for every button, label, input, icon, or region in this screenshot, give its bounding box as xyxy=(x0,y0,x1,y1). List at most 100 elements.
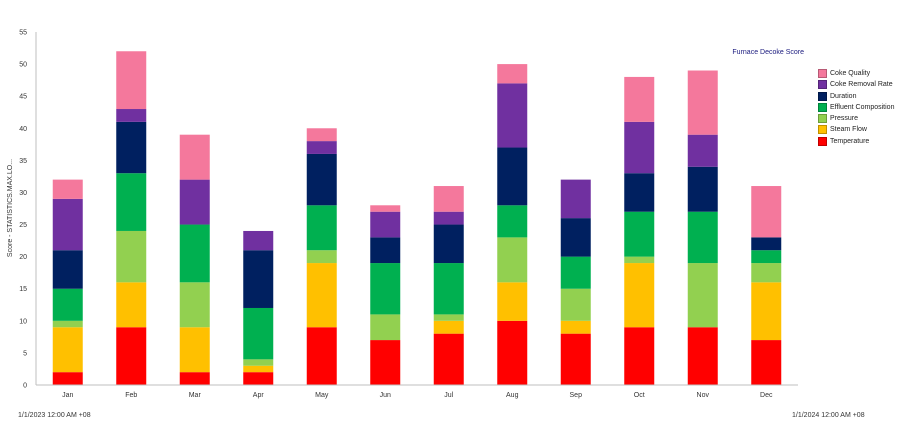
bar-segment-duration-feb[interactable] xyxy=(116,121,147,174)
bar-segment-effluent-composition-nov[interactable] xyxy=(687,211,718,264)
bar-segment-temperature-jul[interactable] xyxy=(433,333,464,385)
bar-segment-coke-quality-nov[interactable] xyxy=(687,70,718,135)
x-tick-label: Nov xyxy=(697,392,710,399)
bar-segment-coke-removal-rate-mar[interactable] xyxy=(179,179,210,225)
x-axis: Jan Feb Mar Apr May Jun Jul Aug Sep Oct Nov Dec xyxy=(36,384,798,399)
bar-segment-steam-flow-dec[interactable] xyxy=(751,282,782,341)
bar-segment-pressure-may[interactable] xyxy=(306,250,337,264)
time-range-start: 1/1/2023 12:00 AM +08 xyxy=(18,412,91,419)
y-axis: 0 5 10 15 20 25 30 35 40 45 50 55 xyxy=(19,30,37,390)
x-tick-label: Jun xyxy=(380,392,391,399)
bar-segment-coke-quality-jul[interactable] xyxy=(433,186,464,212)
bar-segment-pressure-oct[interactable] xyxy=(624,256,655,264)
bar-segment-temperature-sep[interactable] xyxy=(560,333,591,385)
bar-segment-coke-quality-jan[interactable] xyxy=(52,179,83,199)
bar-segment-coke-quality-may[interactable] xyxy=(306,128,337,142)
bar-segment-pressure-mar[interactable] xyxy=(179,282,210,328)
bar-segment-duration-nov[interactable] xyxy=(687,166,718,212)
bar-segment-coke-removal-rate-apr[interactable] xyxy=(243,230,274,251)
bar-segment-steam-flow-sep[interactable] xyxy=(560,320,591,334)
x-tick-label: Feb xyxy=(125,392,137,399)
bar-segment-temperature-oct[interactable] xyxy=(624,327,655,385)
bar-segment-effluent-composition-jun[interactable] xyxy=(370,263,401,315)
bar-segment-pressure-jul[interactable] xyxy=(433,314,464,321)
y-tick-label: 25 xyxy=(19,222,27,229)
bar-segment-pressure-apr[interactable] xyxy=(243,359,274,366)
bar-segment-steam-flow-feb[interactable] xyxy=(116,282,147,328)
bar-segment-effluent-composition-sep[interactable] xyxy=(560,256,591,289)
bar-segment-coke-quality-jun[interactable] xyxy=(370,205,401,212)
bar-segment-duration-aug[interactable] xyxy=(497,147,528,206)
bar-segment-effluent-composition-mar[interactable] xyxy=(179,224,210,283)
bar-segment-temperature-aug[interactable] xyxy=(497,320,528,385)
bar-segment-duration-sep[interactable] xyxy=(560,218,591,257)
bar-segment-duration-jul[interactable] xyxy=(433,224,464,264)
bar-segment-coke-quality-dec[interactable] xyxy=(751,186,782,238)
bar-segment-steam-flow-oct[interactable] xyxy=(624,263,655,328)
bar-segment-steam-flow-may[interactable] xyxy=(306,263,337,328)
legend-item-coke-removal-rate[interactable]: Coke Removal Rate xyxy=(818,79,894,90)
legend-item-steam-flow[interactable]: Steam Flow xyxy=(818,124,894,135)
bar-segment-effluent-composition-jul[interactable] xyxy=(433,263,464,315)
legend-swatch xyxy=(818,102,827,112)
bar-segment-temperature-nov[interactable] xyxy=(687,327,718,385)
bar-segment-steam-flow-mar[interactable] xyxy=(179,327,210,373)
bar-segment-effluent-composition-jan[interactable] xyxy=(52,288,83,321)
bar-segment-temperature-mar[interactable] xyxy=(179,372,210,385)
bar-segment-coke-removal-rate-sep[interactable] xyxy=(560,179,591,219)
bar-segment-pressure-aug[interactable] xyxy=(497,237,528,283)
bar-segment-coke-removal-rate-jan[interactable] xyxy=(52,198,83,251)
bar-segment-coke-removal-rate-may[interactable] xyxy=(306,141,337,154)
legend-item-effluent-composition[interactable]: Effluent Composition xyxy=(818,102,894,113)
bar-segment-pressure-nov[interactable] xyxy=(687,263,718,328)
bar-segment-coke-removal-rate-jul[interactable] xyxy=(433,211,464,225)
bar-segment-coke-quality-feb[interactable] xyxy=(116,51,147,110)
bar-segment-pressure-dec[interactable] xyxy=(751,263,782,283)
bar-segment-temperature-may[interactable] xyxy=(306,327,337,385)
bar-segment-pressure-sep[interactable] xyxy=(560,288,591,321)
bar-segment-duration-may[interactable] xyxy=(306,153,337,206)
x-tick-label: Jan xyxy=(62,392,73,399)
bar-segment-steam-flow-jan[interactable] xyxy=(52,327,83,373)
legend-item-coke-quality[interactable]: Coke Quality xyxy=(818,68,894,79)
bar-segment-coke-removal-rate-oct[interactable] xyxy=(624,121,655,174)
bar-segment-temperature-jan[interactable] xyxy=(52,372,83,385)
bar-segment-temperature-jun[interactable] xyxy=(370,340,401,385)
bar-segment-coke-quality-oct[interactable] xyxy=(624,76,655,122)
bar-segment-temperature-feb[interactable] xyxy=(116,327,147,385)
bar-segment-temperature-dec[interactable] xyxy=(751,340,782,385)
legend-label: Duration xyxy=(830,92,857,100)
legend-item-pressure[interactable]: Pressure xyxy=(818,113,894,124)
x-tick-label: Dec xyxy=(760,392,773,399)
bar-segment-duration-jan[interactable] xyxy=(52,250,83,289)
x-tick-label: Jul xyxy=(444,392,453,399)
bar-segment-steam-flow-apr[interactable] xyxy=(243,365,274,373)
bar-segment-duration-dec[interactable] xyxy=(751,237,782,251)
bar-segment-pressure-feb[interactable] xyxy=(116,230,147,283)
bar-segment-steam-flow-aug[interactable] xyxy=(497,282,528,321)
bar-segment-effluent-composition-oct[interactable] xyxy=(624,211,655,257)
bar-segment-effluent-composition-may[interactable] xyxy=(306,205,337,251)
bar-segment-pressure-jun[interactable] xyxy=(370,314,401,341)
bar-segment-duration-oct[interactable] xyxy=(624,173,655,212)
bar-segment-pressure-jan[interactable] xyxy=(52,320,83,328)
bar-segment-duration-jun[interactable] xyxy=(370,237,401,264)
bar-segment-coke-removal-rate-nov[interactable] xyxy=(687,134,718,167)
legend-item-duration[interactable]: Duration xyxy=(818,91,894,102)
bar-segment-effluent-composition-aug[interactable] xyxy=(497,205,528,238)
x-tick-label: Sep xyxy=(570,392,583,399)
bar-segment-duration-apr[interactable] xyxy=(243,250,274,308)
bar-segment-effluent-composition-feb[interactable] xyxy=(116,173,147,231)
bar-segment-effluent-composition-dec[interactable] xyxy=(751,250,782,264)
legend-swatch xyxy=(818,136,827,146)
bar-segment-coke-quality-aug[interactable] xyxy=(497,64,528,84)
legend-item-temperature[interactable]: Temperature xyxy=(818,136,894,147)
bar-segment-coke-quality-mar[interactable] xyxy=(179,134,210,180)
bar-segment-coke-removal-rate-aug[interactable] xyxy=(497,83,528,148)
bar-segment-steam-flow-jul[interactable] xyxy=(433,320,464,334)
bar-segment-temperature-apr[interactable] xyxy=(243,372,274,385)
bar-segment-coke-removal-rate-jun[interactable] xyxy=(370,211,401,238)
bar-segment-effluent-composition-apr[interactable] xyxy=(243,307,274,360)
bar-segment-coke-removal-rate-feb[interactable] xyxy=(116,109,147,122)
legend-label: Coke Removal Rate xyxy=(830,81,893,89)
